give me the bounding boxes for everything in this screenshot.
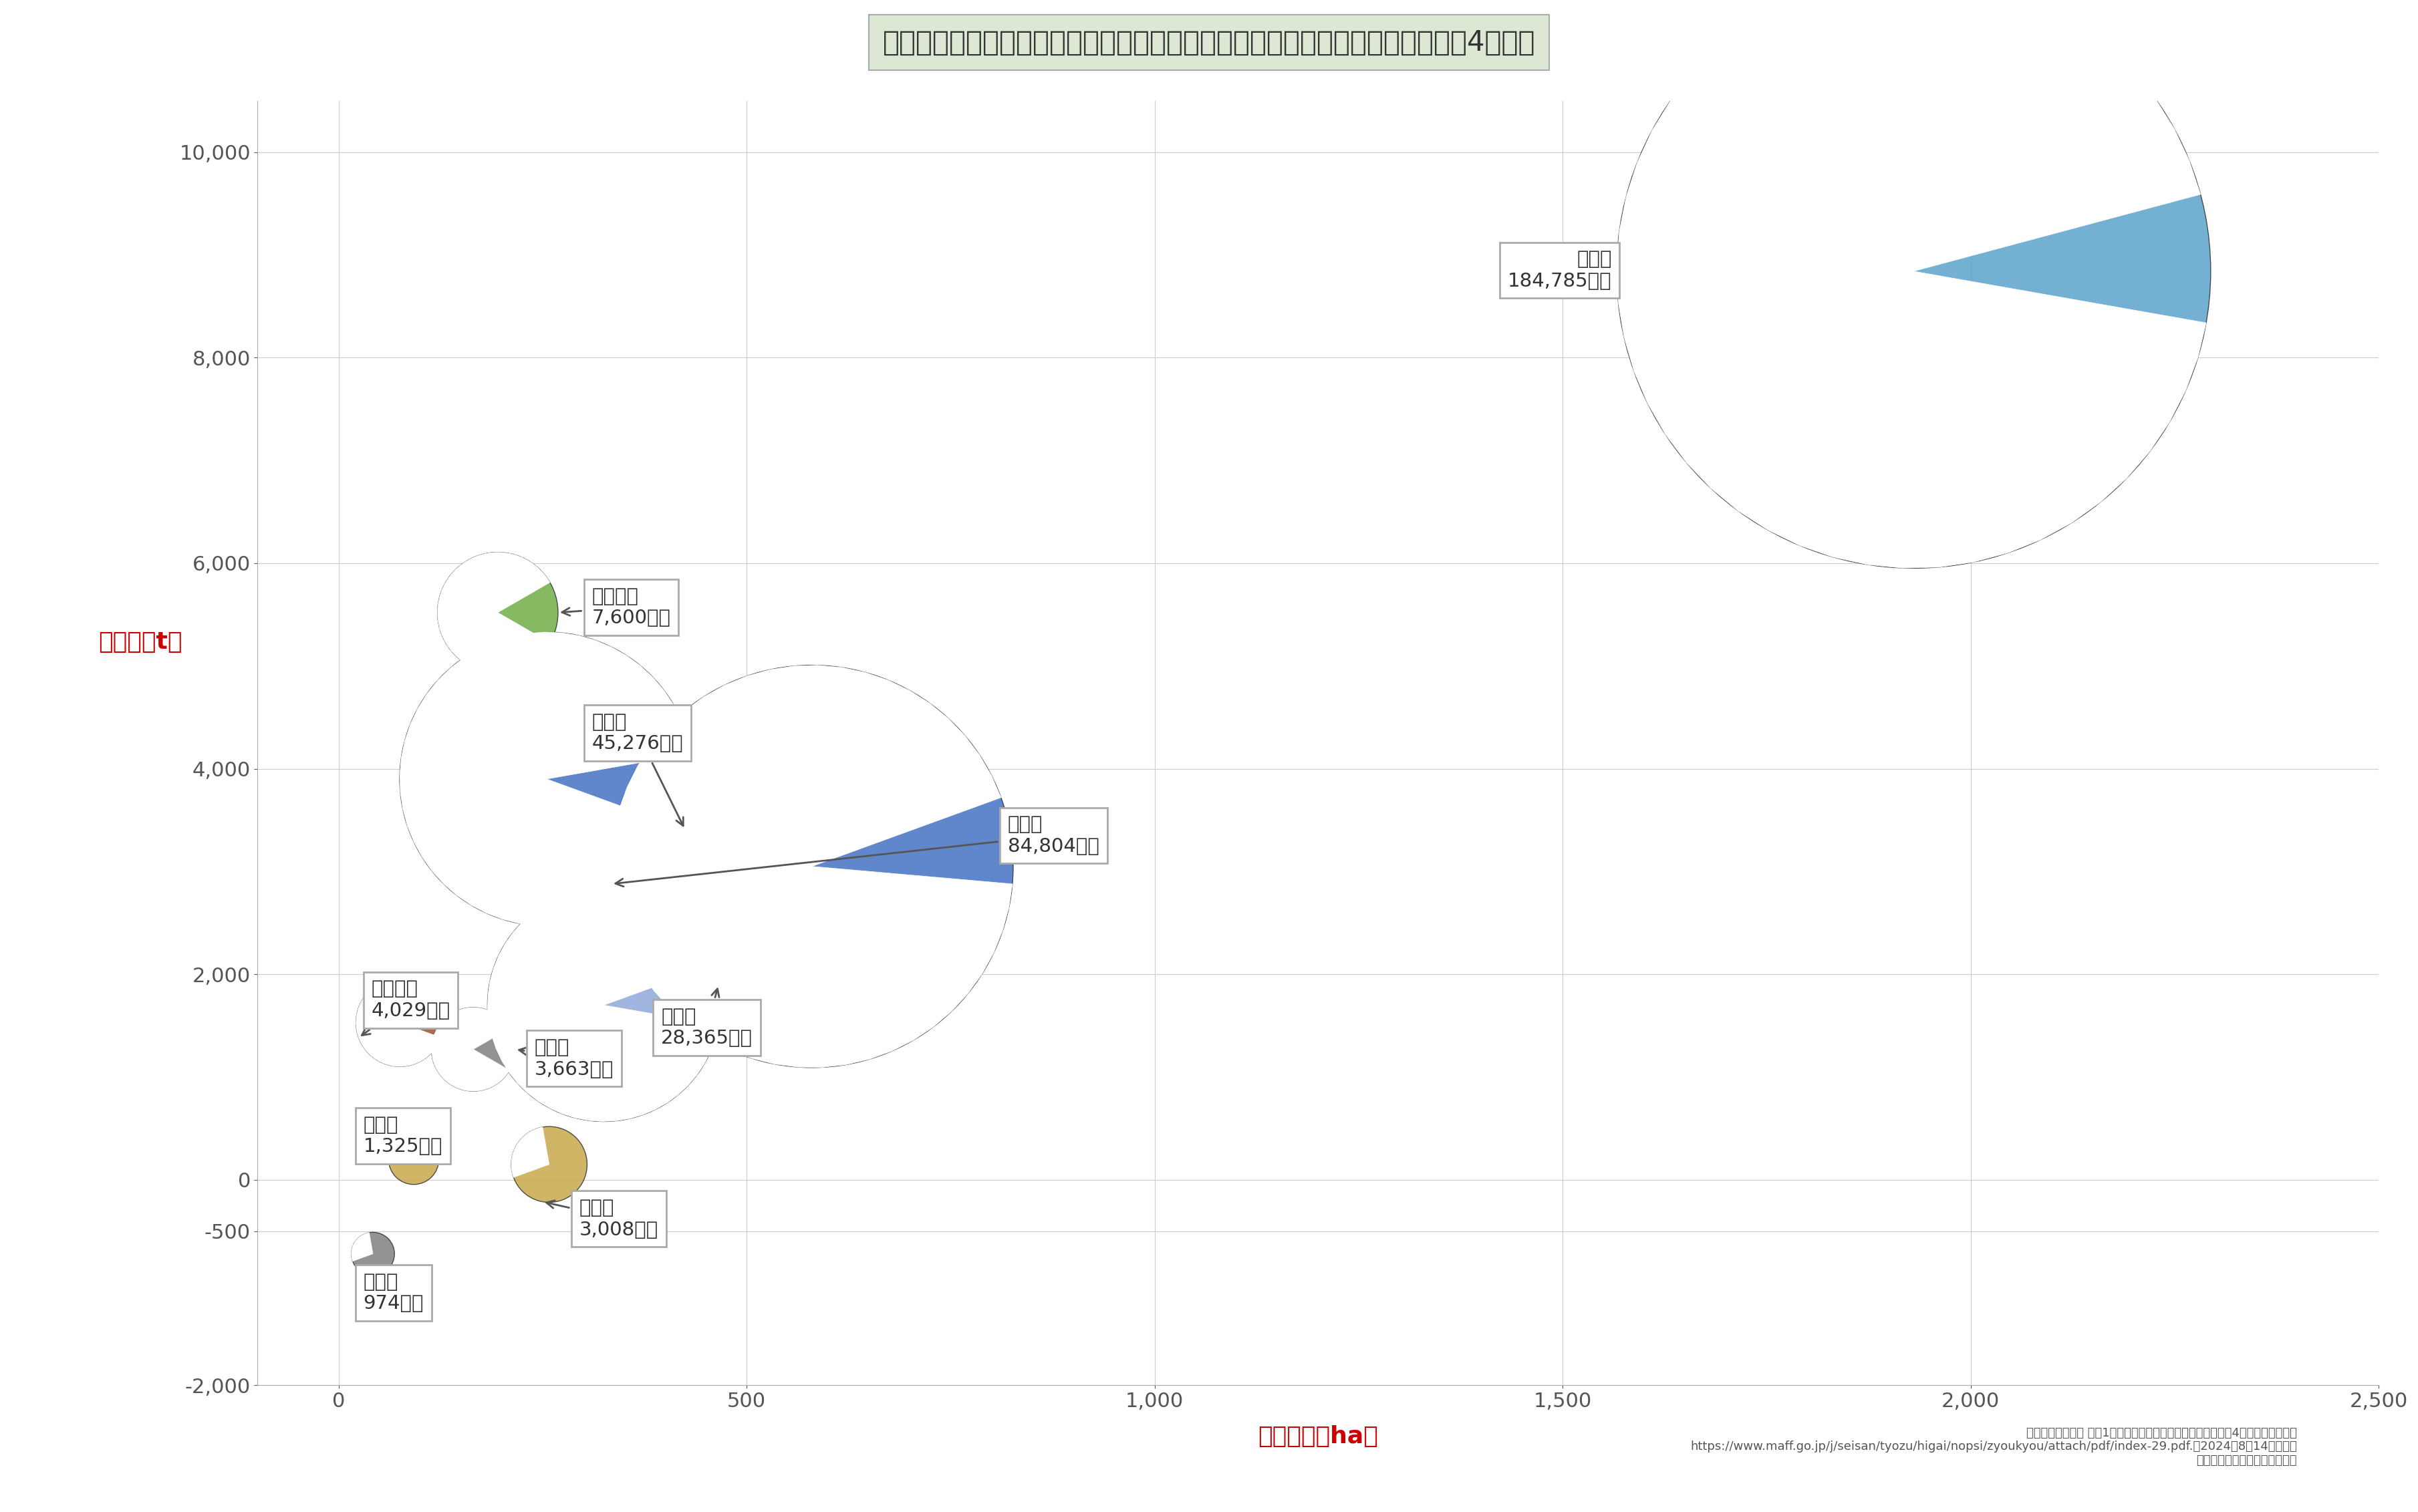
Text: 果　樹
84,804万円: 果 樹 84,804万円: [617, 815, 1100, 886]
Ellipse shape: [351, 1232, 394, 1276]
Polygon shape: [389, 1134, 418, 1160]
Ellipse shape: [399, 632, 694, 925]
Ellipse shape: [612, 665, 1013, 1067]
Polygon shape: [430, 1007, 510, 1092]
Polygon shape: [612, 665, 1013, 1067]
Ellipse shape: [438, 552, 559, 673]
Ellipse shape: [510, 1126, 588, 1202]
Text: マメ類
3,008万円: マメ類 3,008万円: [546, 1199, 658, 1238]
Polygon shape: [351, 1232, 372, 1261]
Text: 飼料作物
7,600万円: 飼料作物 7,600万円: [561, 587, 670, 627]
Y-axis label: 被害量（t）: 被害量（t）: [99, 631, 181, 653]
Ellipse shape: [1618, 0, 2210, 569]
Text: 野　菜
45,276万円: 野 菜 45,276万円: [592, 712, 684, 826]
Ellipse shape: [430, 1007, 515, 1092]
Polygon shape: [510, 1126, 549, 1178]
Polygon shape: [488, 889, 718, 1122]
Text: 出典：農林水産省 参考1野生鳥獣による農作物被害状況（令和4年度）を基に作成
https://www.maff.go.jp/j/seisan/tyozu/hig: 出典：農林水産省 参考1野生鳥獣による農作物被害状況（令和4年度）を基に作成 h…: [1690, 1427, 2297, 1467]
Polygon shape: [1618, 0, 2205, 569]
Ellipse shape: [355, 978, 445, 1066]
Text: 雑　穀
974万円: 雑 穀 974万円: [363, 1273, 423, 1312]
Polygon shape: [355, 978, 440, 1066]
Text: イ　ネ
184,785万円: イ ネ 184,785万円: [1509, 249, 1615, 296]
Text: いも類
28,365万円: いも類 28,365万円: [660, 989, 752, 1048]
Polygon shape: [399, 632, 692, 925]
Text: イノシシによる農作物被害：農作物ごとの被害面積・被害量・被害金額（令和4年度）: イノシシによる農作物被害：農作物ごとの被害面積・被害量・被害金額（令和4年度）: [883, 29, 1535, 56]
Ellipse shape: [488, 889, 721, 1122]
Polygon shape: [438, 552, 549, 673]
Ellipse shape: [389, 1134, 440, 1184]
Text: ムギ類
1,325万円: ムギ類 1,325万円: [363, 1116, 442, 1155]
X-axis label: 被害面積（ha）: 被害面積（ha）: [1257, 1426, 1378, 1448]
Text: その他
3,663万円: その他 3,663万円: [520, 1039, 614, 1078]
Text: 工芸作物
4,029万円: 工芸作物 4,029万円: [363, 980, 450, 1036]
